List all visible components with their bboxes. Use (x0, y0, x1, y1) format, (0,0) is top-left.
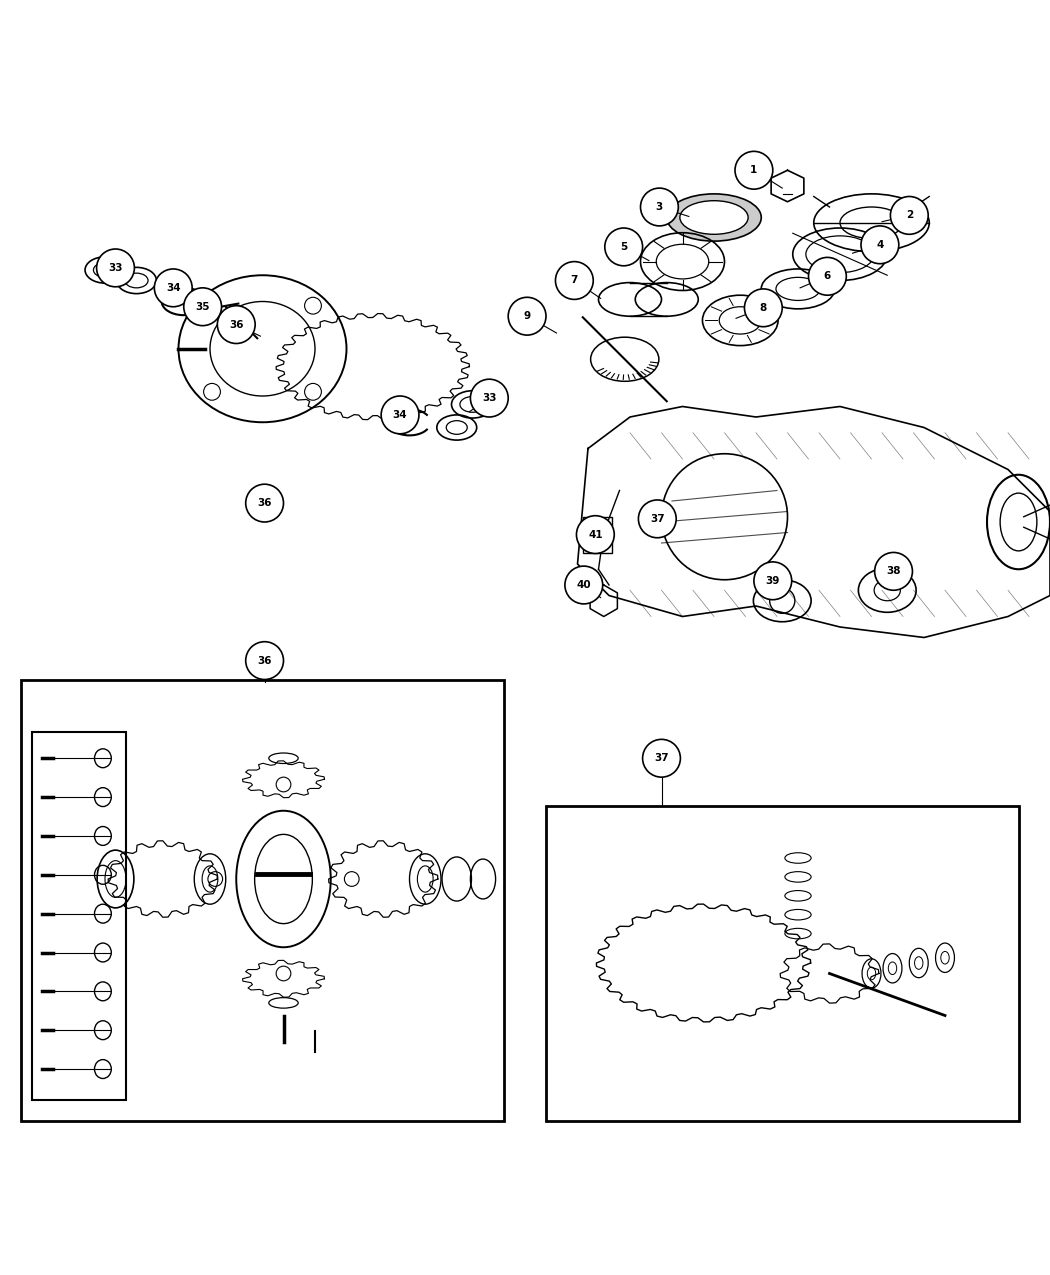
Circle shape (508, 297, 546, 335)
Circle shape (555, 261, 593, 300)
Circle shape (875, 552, 912, 590)
Ellipse shape (667, 194, 761, 241)
Text: 35: 35 (195, 302, 210, 312)
Circle shape (470, 379, 508, 417)
Ellipse shape (680, 200, 748, 235)
Text: 9: 9 (524, 311, 530, 321)
Circle shape (381, 397, 419, 434)
Text: 1: 1 (751, 166, 757, 175)
Text: 5: 5 (621, 242, 627, 252)
Text: 3: 3 (656, 201, 663, 212)
Circle shape (97, 249, 134, 287)
Text: 6: 6 (824, 272, 831, 282)
Circle shape (246, 641, 284, 680)
Text: 41: 41 (588, 529, 603, 539)
Text: 40: 40 (576, 580, 591, 590)
Text: 37: 37 (650, 514, 665, 524)
Text: 34: 34 (393, 409, 407, 419)
Circle shape (643, 740, 680, 778)
Circle shape (217, 306, 255, 343)
Bar (21, 680, 504, 1121)
Text: 2: 2 (906, 210, 912, 221)
Text: 33: 33 (108, 263, 123, 273)
Bar (32, 732, 126, 1099)
Bar (546, 806, 1018, 1121)
Circle shape (808, 258, 846, 296)
Circle shape (744, 289, 782, 326)
Text: 38: 38 (886, 566, 901, 576)
Circle shape (861, 226, 899, 264)
Circle shape (638, 500, 676, 538)
Circle shape (246, 484, 284, 521)
Circle shape (154, 269, 192, 307)
Text: 8: 8 (760, 302, 766, 312)
Text: 7: 7 (570, 275, 579, 286)
Text: 37: 37 (654, 754, 669, 764)
Text: 34: 34 (166, 283, 181, 293)
Circle shape (890, 196, 928, 235)
Circle shape (605, 228, 643, 265)
Text: 36: 36 (257, 655, 272, 666)
Text: 36: 36 (229, 320, 244, 330)
Bar (583, 516, 612, 553)
Text: 39: 39 (765, 576, 780, 585)
Circle shape (565, 566, 603, 604)
Text: 36: 36 (257, 499, 272, 509)
Text: 33: 33 (482, 393, 497, 403)
Circle shape (754, 562, 792, 599)
Circle shape (735, 152, 773, 189)
Text: 4: 4 (876, 240, 884, 250)
Circle shape (640, 189, 678, 226)
Circle shape (184, 288, 222, 325)
Circle shape (576, 515, 614, 553)
